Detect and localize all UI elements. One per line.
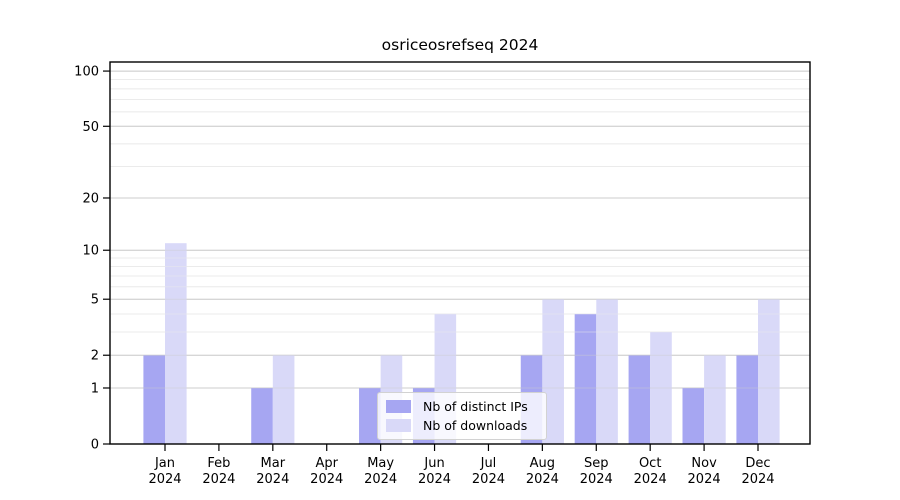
x-tick-label-month: Dec [745, 456, 770, 471]
x-tick-label-year: 2024 [310, 472, 343, 487]
x-tick-label-year: 2024 [526, 472, 559, 487]
bar-downloads-Jan [165, 243, 187, 444]
bar-distinct-ips-Sep [574, 313, 597, 444]
x-tick-label-year: 2024 [418, 472, 451, 487]
x-tick-label-year: 2024 [148, 472, 181, 487]
x-tick-label-year: 2024 [580, 472, 613, 487]
bar-distinct-ips-Mar [251, 387, 273, 444]
x-tick-label-month: Jan [154, 456, 175, 471]
x-tick-label-month: Apr [315, 456, 338, 471]
legend-row-downloads: Nb of downloads [386, 418, 538, 433]
bar-downloads-Dec [758, 299, 780, 444]
legend-label-distinct-ips: Nb of distinct IPs [423, 399, 528, 414]
y-tick-label: 5 [91, 293, 99, 308]
x-tick-label-month: May [367, 456, 394, 471]
y-tick-label: 20 [82, 191, 99, 206]
x-tick-label-month: Sep [584, 456, 609, 471]
bar-distinct-ips-Oct [628, 355, 651, 444]
y-tick-label: 10 [82, 244, 99, 259]
bar-downloads-Sep [596, 299, 618, 444]
bar-downloads-Oct [650, 331, 672, 444]
x-tick-label-year: 2024 [741, 472, 774, 487]
bar-distinct-ips-Jan [143, 355, 165, 444]
y-tick-label: 1 [91, 381, 99, 396]
chart-title: osriceosrefseq 2024 [381, 36, 539, 54]
bar-downloads-Nov [704, 355, 726, 444]
y-tick-label: 50 [82, 120, 99, 135]
legend-row-distinct-ips: Nb of distinct IPs [386, 399, 538, 414]
y-tick-label: 100 [74, 65, 99, 80]
x-tick-label-year: 2024 [364, 472, 397, 487]
x-tick-label-month: Oct [639, 456, 661, 471]
x-tick-label-month: Mar [261, 456, 286, 471]
bar-distinct-ips-May [359, 387, 381, 444]
legend-swatch-downloads [386, 419, 411, 432]
x-tick-label-year: 2024 [202, 472, 235, 487]
x-tick-label-month: Feb [207, 456, 230, 471]
x-tick-label-month: Nov [691, 456, 717, 471]
bar-distinct-ips-Dec [736, 355, 758, 444]
y-tick-label: 0 [91, 438, 99, 453]
bar-downloads-Mar [272, 355, 295, 444]
x-tick-label-year: 2024 [634, 472, 667, 487]
x-tick-label-month: Jun [423, 456, 444, 471]
x-tick-label-month: Jul [480, 456, 497, 471]
bar-downloads-Aug [542, 299, 564, 444]
plot-border [109, 61, 811, 445]
legend-label-downloads: Nb of downloads [423, 418, 528, 433]
bar-distinct-ips-Nov [682, 387, 705, 444]
x-tick-label-month: Aug [530, 456, 555, 471]
legend-swatch-distinct-ips [386, 400, 411, 413]
y-tick-label: 2 [91, 349, 99, 364]
x-tick-label-year: 2024 [256, 472, 289, 487]
x-tick-label-year: 2024 [688, 472, 721, 487]
legend: Nb of distinct IPs Nb of downloads [377, 392, 547, 440]
x-tick-label-year: 2024 [472, 472, 505, 487]
